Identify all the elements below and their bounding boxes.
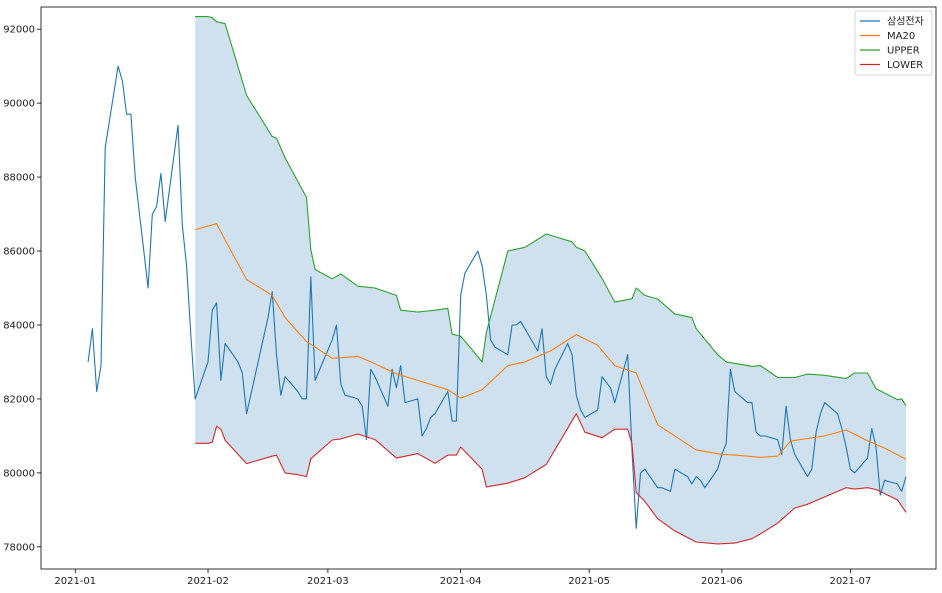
x-tick-label: 2021-07 bbox=[829, 576, 871, 587]
series-line-3 bbox=[195, 413, 907, 545]
legend-box bbox=[854, 10, 933, 76]
plot-frame bbox=[40, 6, 937, 570]
legend-label: 삼성전자 bbox=[887, 16, 924, 28]
series-line-0 bbox=[87, 65, 907, 529]
series-line-1 bbox=[195, 223, 907, 460]
legend-label: UPPER bbox=[887, 46, 920, 57]
x-tick-label: 2021-06 bbox=[701, 576, 743, 587]
x-tick-label: 2021-02 bbox=[187, 576, 229, 587]
y-tick-label: 84000 bbox=[3, 320, 35, 331]
x-tick-label: 2021-05 bbox=[568, 576, 610, 587]
x-tick-label: 2021-03 bbox=[307, 576, 349, 587]
y-tick-label: 92000 bbox=[3, 25, 35, 36]
y-tick-label: 82000 bbox=[3, 394, 35, 405]
x-tick-label: 2021-01 bbox=[54, 576, 96, 587]
y-axis: 78000 80000 82000 84000 86000 88000 90000 92000 bbox=[3, 25, 41, 553]
y-tick-label: 88000 bbox=[3, 173, 35, 184]
legend-label: MA20 bbox=[887, 31, 915, 42]
y-tick-label: 86000 bbox=[3, 247, 35, 258]
x-tick-label: 2021-04 bbox=[440, 576, 482, 587]
series-layer bbox=[87, 16, 907, 545]
legend: 삼성전자 MA20 UPPER LOWER bbox=[854, 10, 933, 76]
series-line-2 bbox=[195, 16, 907, 406]
y-tick-label: 78000 bbox=[3, 542, 35, 553]
legend-label: LOWER bbox=[887, 60, 923, 71]
y-tick-label: 90000 bbox=[3, 99, 35, 110]
x-axis: 2021-01 2021-02 2021-03 2021-04 2021-05 2021-… bbox=[54, 569, 871, 587]
y-tick-label: 80000 bbox=[3, 468, 35, 479]
